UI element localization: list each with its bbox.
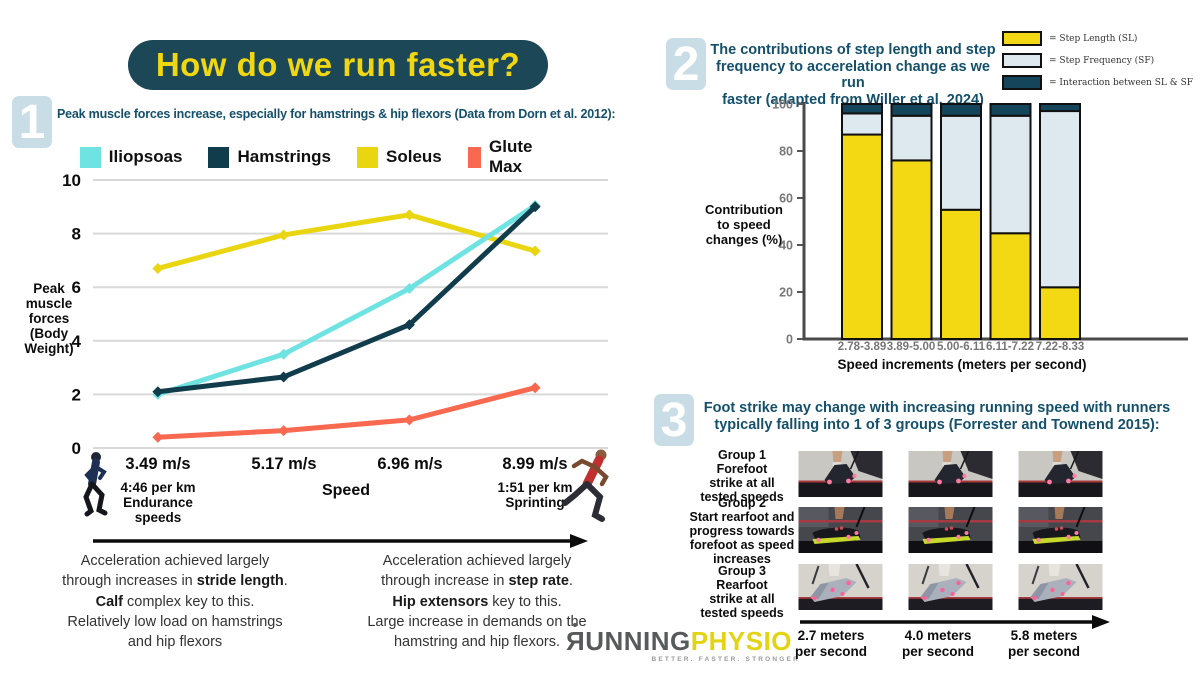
acceleration-note-left: Acceleration achieved largely through in…	[62, 553, 288, 651]
footstrike-speed-arrow	[800, 615, 1110, 629]
muscle-chart-ylabel: Peak muscle forces (Body Weight)	[24, 281, 74, 357]
logo-physio-text: PHYSIO	[690, 626, 792, 656]
footstrike-photo-g2-s2	[908, 507, 993, 553]
muscle-chart-xlabel: Speed	[321, 482, 370, 499]
footstrike-photo-g2-s1	[798, 507, 883, 553]
footstrike-speed-1: 2.7 meters per second	[794, 628, 868, 659]
contribution-chart-ylabel: Contribution to speed changes (%)	[705, 202, 783, 247]
jogger-icon	[83, 452, 108, 517]
contribution-xtick-3: 5.00-6.11	[937, 341, 985, 353]
footstrike-speed-3: 5.8 meters per second	[1007, 628, 1081, 659]
legend-swatch	[1002, 31, 1042, 46]
svg-text:6: 6	[72, 278, 81, 297]
legend-label: Glute Max	[489, 137, 533, 176]
svg-text:10: 10	[62, 172, 81, 190]
page-title-text: How do we run faster?	[155, 46, 521, 83]
muscle-chart-xtick-1: 3.49 m/s	[125, 455, 191, 473]
legend-swatch	[79, 146, 101, 168]
logo-dot	[573, 623, 577, 627]
legend-item: = Step Length (SL)	[1002, 30, 1197, 47]
svg-text:60: 60	[779, 192, 793, 206]
speed-axis-arrow	[93, 534, 588, 548]
sprinter-icon	[562, 449, 609, 522]
footstrike-photo-g1-s1	[798, 451, 883, 497]
contribution-chart-legend: = Step Length (SL) = Step Frequency (SF) =…	[1002, 30, 1197, 91]
legend-swatch	[467, 146, 481, 168]
muscle-chart-legend: Iliopsoas Hamstrings Soleus Glute Max	[79, 137, 540, 176]
contribution-chart: 0 20 40 60 80 100	[772, 98, 1188, 347]
svg-text:0: 0	[786, 333, 793, 347]
footstrike-photo-g1-s3	[1018, 451, 1103, 497]
group2-label: Group 2 Start rearfoot and progress towa…	[689, 496, 795, 566]
footstrike-photo-g3-s3	[1018, 564, 1103, 610]
legend-label: Iliopsoas	[108, 147, 183, 166]
svg-text:20: 20	[779, 286, 793, 300]
legend-swatch	[357, 146, 379, 168]
legend-label: = Interaction between SL & SF	[1049, 77, 1193, 88]
svg-text:2: 2	[72, 385, 81, 404]
legend-item-iliopsoas: Iliopsoas	[79, 146, 183, 168]
section1-heading: Peak muscle forces increase, especially …	[57, 107, 616, 121]
contribution-xtick-5: 7.22-8.33	[1035, 341, 1085, 353]
footstrike-photo-g3-s1	[798, 564, 883, 610]
logo-tagline: BETTER. FASTER. STRONGER	[651, 656, 800, 663]
muscle-chart-xtick-2: 5.17 m/s	[251, 455, 317, 473]
svg-text:0: 0	[72, 439, 81, 458]
svg-text:100: 100	[772, 98, 793, 112]
legend-item: = Interaction between SL & SF	[1002, 74, 1197, 91]
legend-item-hamstrings: Hamstrings	[208, 146, 332, 168]
sprinting-speed-note: 1:51 per km Sprinting	[497, 480, 573, 511]
page-title: How do we run faster?	[128, 40, 548, 90]
legend-swatch	[1002, 75, 1042, 90]
group1-label: Group 1 Forefoot strike at all tested sp…	[700, 448, 784, 504]
contribution-chart-xlabel: Speed increments (meters per second)	[837, 357, 1087, 372]
muscle-forces-chart: 0 2 4 6 8 10	[62, 172, 608, 458]
svg-text:40: 40	[779, 239, 793, 253]
footstrike-speed-2: 4.0 meters per second	[901, 628, 975, 659]
svg-text:4: 4	[72, 332, 82, 351]
section3-heading: Foot strike may change with increasing r…	[703, 400, 1171, 433]
acceleration-note-right: Acceleration achieved largely through in…	[367, 553, 587, 651]
logo-running-text: ЯUNNING	[566, 626, 691, 656]
legend-label: = Step Length (SL)	[1049, 33, 1138, 44]
runningphysio-logo: ЯUNNINGPHYSIO BETTER. FASTER. STRONGER	[566, 623, 806, 663]
footstrike-photo-g1-s2	[908, 451, 993, 497]
legend-label: = Step Frequency (SF)	[1049, 55, 1155, 66]
section1-number-badge: 1	[12, 96, 52, 149]
legend-item-soleus: Soleus	[357, 146, 442, 168]
muscle-chart-xtick-4: 8.99 m/s	[502, 455, 568, 473]
group3-label: Group 3 Rearfoot strike at all tested sp…	[700, 564, 784, 620]
contribution-xtick-2: 3.89-5.00	[886, 341, 936, 353]
legend-item-glute-max: Glute Max	[467, 137, 540, 177]
section2-number-badge: 2	[666, 38, 706, 91]
contribution-xtick-1: 2.78-3.89	[837, 341, 887, 353]
legend-swatch	[1002, 53, 1042, 68]
legend-label: Soleus	[386, 147, 442, 166]
footstrike-photo-g3-s2	[908, 564, 993, 610]
legend-label: Hamstrings	[237, 147, 332, 166]
section3-number-badge: 3	[654, 394, 694, 447]
footstrike-photo-g2-s3	[1018, 507, 1103, 553]
svg-text:8: 8	[72, 225, 81, 244]
muscle-chart-xtick-3: 6.96 m/s	[377, 455, 443, 473]
endurance-speed-note: 4:46 per km Endurance speeds	[120, 480, 196, 526]
contribution-xtick-4: 6.11-7.22	[986, 341, 1034, 353]
legend-swatch	[208, 146, 230, 168]
legend-item: = Step Frequency (SF)	[1002, 52, 1197, 69]
svg-text:80: 80	[779, 145, 793, 159]
